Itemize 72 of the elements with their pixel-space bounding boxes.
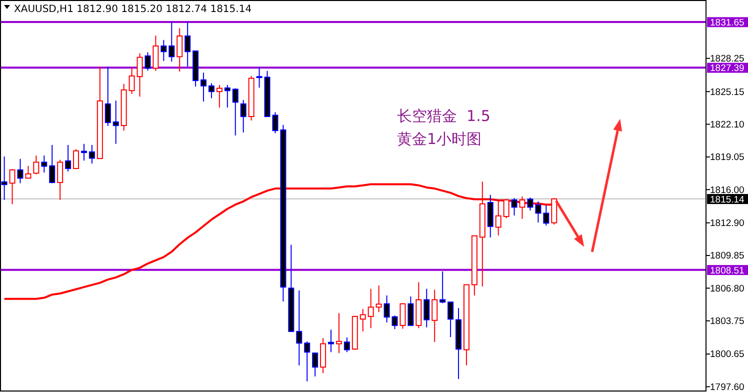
y-tick-label: 1825.15 [710,86,744,98]
annotation: 长空猎金 1.5 [397,107,490,125]
candlestick [144,52,151,72]
candlestick [57,159,64,200]
candlestick [344,336,350,353]
candlestick [487,194,494,238]
candlestick [320,338,326,374]
candlestick [184,21,191,68]
candlestick [208,82,214,99]
annotation: 黄金1小时图 [397,130,482,148]
candlestick [424,288,430,328]
candlestick [328,329,334,353]
candlestick [88,144,95,164]
candlestick [432,289,438,343]
candlestick [384,294,390,323]
candlestick [376,284,382,313]
y-tick-label: 1812.90 [710,218,744,230]
candlestick [503,198,510,219]
candlestick [168,21,175,62]
candlestick [65,144,72,172]
y-tick-label: 1803.75 [710,316,744,328]
ref-line-label: 1831.65 [710,17,744,28]
candlestick [495,200,502,236]
candlestick [49,144,56,184]
y-tick-label: 1819.05 [710,152,744,164]
candlestick [232,88,238,136]
candlestick [519,196,526,220]
candlestick [224,84,230,108]
candlestick [160,39,167,62]
candlestick [41,155,48,174]
candlestick [128,67,135,94]
y-tick-label: 1809.85 [710,250,744,262]
candlestick [200,72,207,102]
candlestick [240,99,246,134]
candlestick [360,308,366,332]
y-tick-label: 1816.00 [710,184,744,196]
candlestick [216,84,222,108]
y-tick-label: 1800.65 [710,349,744,360]
chart-title: XAUUSD,H1 1812.90 1815.20 1812.74 1815.14 [14,4,252,15]
candlestick [448,300,454,338]
candlestick [112,100,119,144]
candlestick [400,302,406,330]
y-tick-label: 1806.80 [710,283,744,294]
candlestick [33,155,40,175]
candlestick [73,148,80,170]
y-tick-label: 1797.60 [710,382,744,392]
candlestick [336,312,342,354]
candlestick [543,204,550,226]
candlestick [535,201,542,223]
candlestick [440,270,446,304]
candlestick [136,52,143,98]
candlestick [392,314,398,330]
candlestick [104,66,111,126]
candlestick [176,28,183,72]
ref-line-label: 1827.39 [710,63,744,74]
candlestick [527,197,534,211]
candlestick [256,67,262,88]
y-tick-label: 1822.10 [710,119,744,130]
ref-line-label: 1808.51 [710,265,744,276]
ref-line-label: 1815.14 [710,194,744,206]
candlestick [9,168,16,205]
candlestick [511,198,518,216]
y-tick-label: 1828.25 [710,54,744,65]
candlestick [80,143,87,162]
candlestick [17,158,24,184]
candlestick [25,165,32,179]
candlestick [152,35,159,72]
candlestick [408,296,414,326]
candlestick [296,290,302,366]
candlestick [312,352,318,377]
candlestick [304,340,310,382]
candlestick [368,288,374,329]
